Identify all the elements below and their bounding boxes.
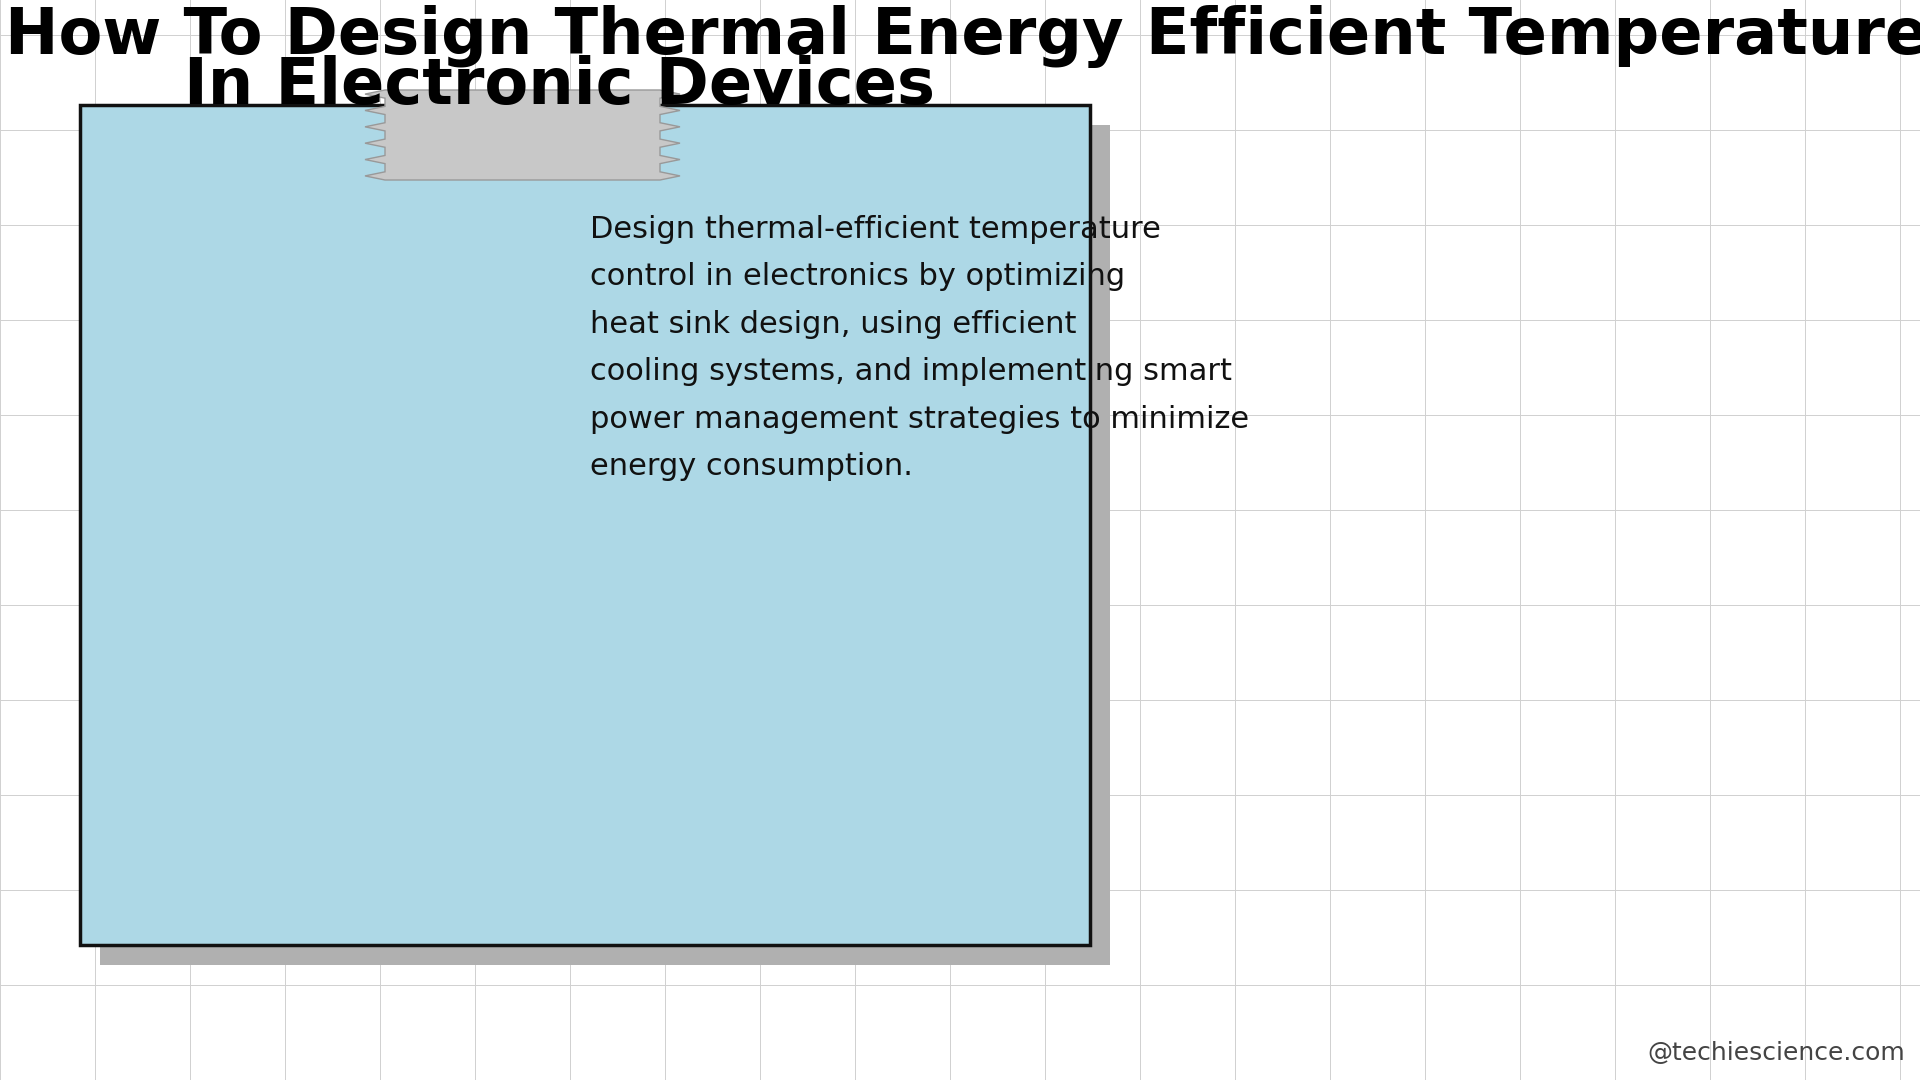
Polygon shape — [365, 90, 680, 180]
Text: In Electronic Devices: In Electronic Devices — [184, 55, 935, 117]
Text: @techiescience.com: @techiescience.com — [1647, 1041, 1905, 1065]
Text: How To Design Thermal Energy Efficient Temperature Control: How To Design Thermal Energy Efficient T… — [6, 5, 1920, 68]
FancyBboxPatch shape — [100, 125, 1110, 966]
FancyBboxPatch shape — [81, 105, 1091, 945]
Text: Design thermal-efficient temperature
control in electronics by optimizing
heat s: Design thermal-efficient temperature con… — [589, 215, 1250, 481]
